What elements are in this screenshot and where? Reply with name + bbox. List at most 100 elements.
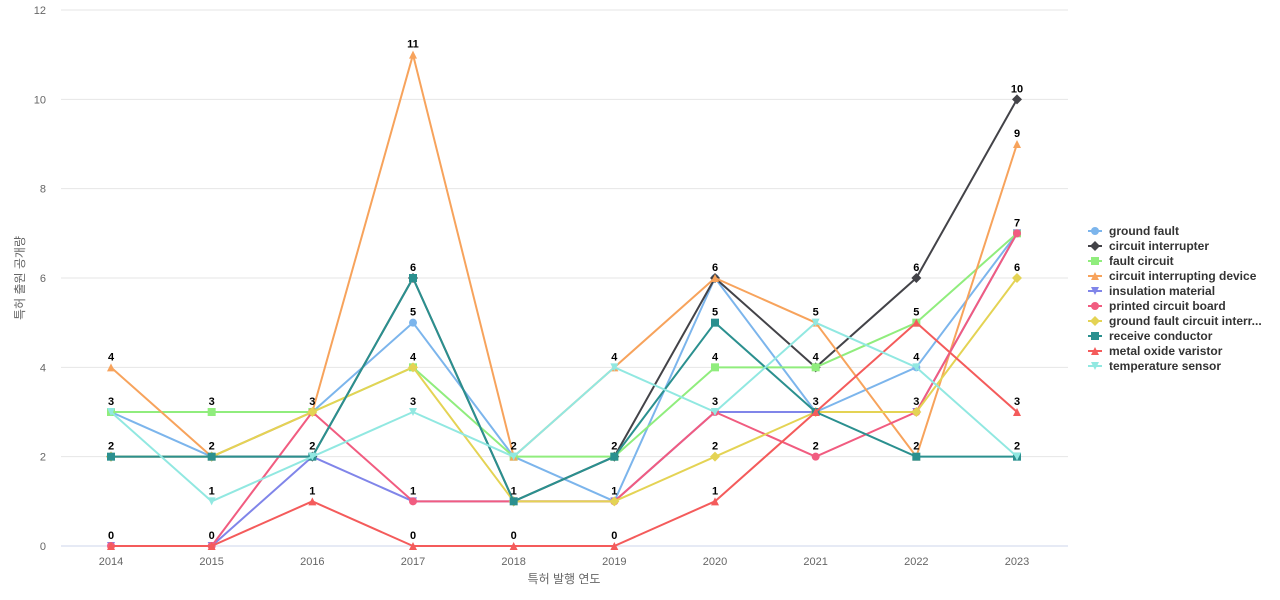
data-label: 2 bbox=[209, 441, 215, 453]
data-point[interactable] bbox=[911, 407, 922, 417]
data-point[interactable] bbox=[912, 318, 921, 327]
legend-item[interactable]: fault circuit bbox=[1088, 254, 1174, 268]
data-point[interactable] bbox=[509, 452, 518, 461]
data-label: 1 bbox=[410, 485, 416, 497]
data-label: 4 bbox=[108, 351, 115, 363]
data-label: 5 bbox=[813, 307, 819, 319]
data-label: 6 bbox=[712, 262, 718, 274]
series-line[interactable] bbox=[111, 232, 1018, 458]
data-point[interactable] bbox=[1013, 452, 1021, 461]
data-point[interactable] bbox=[107, 408, 115, 416]
data-point[interactable] bbox=[811, 318, 820, 327]
data-point[interactable] bbox=[408, 362, 418, 373]
series-line[interactable] bbox=[110, 321, 1018, 503]
data-point[interactable] bbox=[911, 273, 922, 283]
data-point[interactable] bbox=[811, 452, 820, 461]
legend-item[interactable]: receive conductor bbox=[1088, 329, 1213, 343]
data-point[interactable] bbox=[811, 363, 820, 372]
legend-marker bbox=[1091, 257, 1099, 265]
data-label: 1 bbox=[309, 485, 315, 497]
legend-label: fault circuit bbox=[1109, 254, 1174, 268]
series-8 bbox=[107, 318, 1021, 550]
data-point[interactable] bbox=[207, 452, 216, 461]
data-point[interactable] bbox=[610, 363, 619, 372]
data-point[interactable] bbox=[711, 318, 719, 327]
legend-marker bbox=[1091, 302, 1099, 310]
data-point[interactable] bbox=[711, 497, 719, 506]
data-point[interactable] bbox=[107, 542, 115, 550]
data-point[interactable] bbox=[409, 542, 417, 550]
x-tick-label: 2023 bbox=[1005, 556, 1029, 568]
data-point[interactable] bbox=[1012, 273, 1022, 283]
legend-label: metal oxide varistor bbox=[1109, 344, 1223, 358]
data-label: 3 bbox=[813, 396, 819, 408]
series-1 bbox=[106, 94, 1022, 507]
legend-item[interactable]: ground fault bbox=[1088, 224, 1179, 238]
y-axis-title: 특허 출원 공개량 bbox=[13, 236, 27, 320]
data-point[interactable] bbox=[409, 318, 417, 327]
data-point[interactable] bbox=[912, 452, 921, 461]
legend-item[interactable]: metal oxide varistor bbox=[1088, 344, 1223, 358]
y-tick-label: 10 bbox=[34, 94, 46, 106]
data-point[interactable] bbox=[1012, 94, 1022, 105]
legend-item[interactable]: ground fault circuit interr... bbox=[1088, 314, 1262, 328]
data-label: 11 bbox=[407, 39, 419, 51]
data-point[interactable] bbox=[609, 496, 620, 507]
x-tick-label: 2020 bbox=[703, 556, 727, 568]
data-point[interactable] bbox=[1013, 408, 1021, 416]
data-point[interactable] bbox=[207, 542, 216, 550]
data-label: 3 bbox=[108, 396, 114, 408]
data-point[interactable] bbox=[409, 50, 417, 59]
data-point[interactable] bbox=[711, 363, 719, 372]
data-point[interactable] bbox=[1013, 140, 1021, 148]
x-tick-label: 2017 bbox=[401, 556, 425, 568]
y-tick-label: 6 bbox=[40, 273, 46, 285]
legend-item[interactable]: temperature sensor bbox=[1088, 359, 1221, 373]
legend-label: temperature sensor bbox=[1109, 359, 1221, 373]
data-point[interactable] bbox=[912, 363, 921, 372]
data-point[interactable] bbox=[308, 497, 317, 506]
data-label: 4 bbox=[813, 351, 820, 363]
data-point[interactable] bbox=[308, 452, 317, 461]
data-point[interactable] bbox=[711, 408, 719, 416]
legend-marker bbox=[1091, 332, 1099, 340]
data-point[interactable] bbox=[811, 408, 820, 416]
data-label: 4 bbox=[913, 351, 920, 363]
data-point[interactable] bbox=[307, 407, 318, 417]
legend-item[interactable]: circuit interrupter bbox=[1088, 239, 1209, 253]
legend-item[interactable]: insulation material bbox=[1088, 284, 1215, 298]
data-point[interactable] bbox=[207, 408, 216, 416]
series-line[interactable] bbox=[111, 232, 1018, 547]
data-point[interactable] bbox=[409, 408, 417, 416]
data-point[interactable] bbox=[409, 274, 417, 282]
legend-item[interactable]: circuit interrupting device bbox=[1088, 269, 1257, 283]
data-label: 0 bbox=[511, 530, 517, 542]
data-label: 2 bbox=[1014, 441, 1020, 453]
data-label: 5 bbox=[410, 307, 416, 319]
series-lines bbox=[106, 50, 1022, 550]
data-point[interactable] bbox=[1013, 229, 1021, 238]
data-point[interactable] bbox=[610, 542, 619, 550]
series-line[interactable] bbox=[111, 321, 1018, 547]
data-point[interactable] bbox=[509, 497, 518, 506]
data-point[interactable] bbox=[409, 497, 417, 506]
data-label: 0 bbox=[611, 530, 617, 542]
data-point[interactable] bbox=[711, 274, 719, 282]
data-point[interactable] bbox=[107, 363, 115, 372]
series-line[interactable] bbox=[111, 277, 1018, 503]
data-point[interactable] bbox=[107, 452, 115, 461]
data-point[interactable] bbox=[509, 542, 518, 550]
legend-item[interactable]: printed circuit board bbox=[1088, 299, 1226, 313]
legend-marker bbox=[1091, 347, 1099, 355]
series-line[interactable] bbox=[111, 277, 1017, 503]
data-point[interactable] bbox=[710, 451, 720, 462]
y-tick-label: 4 bbox=[40, 362, 46, 374]
data-point[interactable] bbox=[610, 452, 619, 461]
x-tick-label: 2015 bbox=[199, 556, 223, 568]
data-point[interactable] bbox=[207, 497, 216, 506]
series-line[interactable] bbox=[110, 53, 1018, 458]
legend-marker bbox=[1090, 241, 1100, 251]
x-axis: 2014 2015 2016 2017 2018 2019 2020 2021 2022 2023 bbox=[99, 556, 1029, 568]
x-tick-label: 2021 bbox=[803, 556, 827, 568]
